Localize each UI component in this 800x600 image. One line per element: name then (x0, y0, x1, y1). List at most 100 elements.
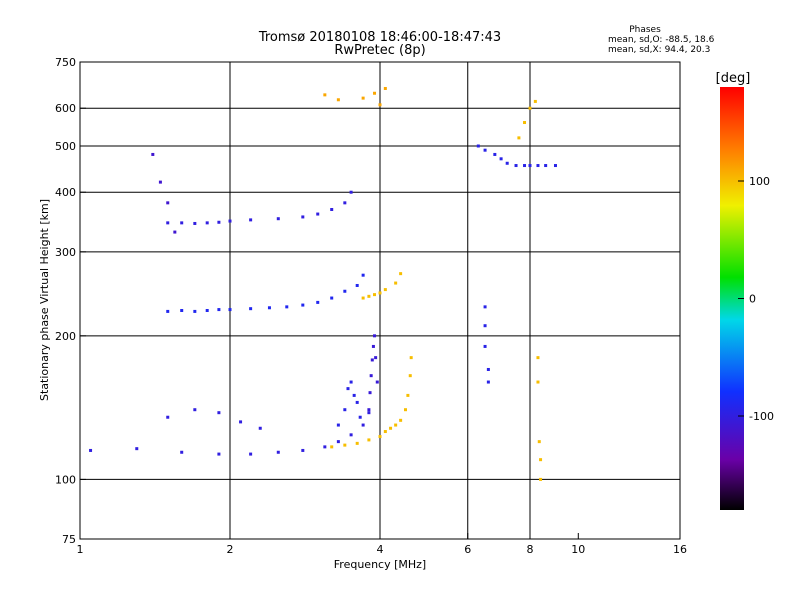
data-point (180, 221, 184, 225)
data-point (166, 221, 170, 225)
data-point (267, 306, 271, 310)
data-point (343, 408, 347, 412)
y-tick-label: 100 (55, 473, 76, 486)
data-point (349, 433, 353, 437)
data-point (276, 217, 280, 221)
data-point (378, 103, 382, 107)
x-tick-label: 6 (464, 543, 471, 556)
data-point (517, 136, 521, 140)
x-tick-label: 10 (571, 543, 585, 556)
axis-ticks: 1 2 4 6 8 10 16 75 100 200 300 400 500 600 750 (55, 56, 687, 556)
y-tick-label: 200 (55, 330, 76, 343)
data-point (389, 426, 393, 430)
data-point (369, 374, 373, 378)
data-point (375, 380, 379, 384)
data-point (285, 305, 289, 309)
data-point (371, 344, 375, 348)
data-point (166, 309, 170, 313)
data-point (217, 308, 221, 312)
data-point (352, 393, 356, 397)
data-point (361, 273, 365, 277)
stats-heading: Phases (629, 25, 661, 35)
data-point (349, 380, 353, 384)
data-point (336, 98, 340, 102)
data-point (528, 164, 532, 168)
data-point (217, 411, 221, 415)
data-point (383, 430, 387, 434)
data-point (499, 157, 503, 161)
x-tick-label: 4 (377, 543, 384, 556)
data-point (361, 296, 365, 300)
data-point (343, 289, 347, 293)
data-point (258, 426, 262, 430)
grid-lines (80, 62, 680, 539)
data-point (406, 393, 410, 397)
data-point (180, 450, 184, 454)
data-point (483, 305, 487, 309)
data-point (349, 190, 353, 194)
data-point (394, 423, 398, 427)
stats-line-o: mean, sd,O: -88.5, 18.6 (608, 35, 715, 45)
data-point (217, 220, 221, 224)
data-point (217, 452, 221, 456)
data-point (368, 391, 372, 395)
y-axis-label: Stationary phase Virtual Height [km] (38, 199, 51, 401)
y-tick-label: 300 (55, 246, 76, 259)
data-point (239, 420, 243, 424)
data-point (483, 324, 487, 328)
data-point (367, 294, 371, 298)
data-point (249, 307, 253, 311)
data-point (493, 152, 497, 156)
data-point (367, 408, 371, 412)
data-point (355, 400, 359, 404)
data-point (158, 180, 162, 184)
data-point (486, 367, 490, 371)
data-point (249, 218, 253, 222)
data-point (323, 445, 327, 449)
data-point (553, 164, 557, 168)
data-point (537, 440, 541, 444)
data-point (346, 387, 350, 391)
data-point (205, 221, 209, 225)
data-point (135, 447, 139, 451)
data-point (367, 411, 371, 415)
data-point (539, 477, 543, 481)
data-point (536, 356, 540, 360)
colorbar-ticks: 100 0 -100 (738, 175, 774, 423)
data-point (330, 445, 334, 449)
data-point (373, 334, 377, 338)
data-point (408, 374, 412, 378)
data-point (166, 201, 170, 205)
colorbar-label: [deg] (716, 71, 751, 86)
data-point (358, 415, 362, 419)
data-point (523, 121, 527, 125)
data-point (378, 291, 382, 295)
data-point (355, 283, 359, 287)
data-point (528, 106, 532, 110)
data-point (361, 423, 365, 427)
data-point (336, 440, 340, 444)
data-point (383, 288, 387, 292)
data-point (399, 272, 403, 276)
y-tick-label: 600 (55, 102, 76, 115)
colorbar-tick-label: 0 (749, 293, 756, 306)
data-point (533, 99, 537, 103)
x-axis-label: Frequency [MHz] (334, 558, 426, 571)
y-tick-label: 750 (55, 56, 76, 69)
data-point (301, 303, 305, 307)
data-point (486, 380, 490, 384)
data-point (409, 356, 413, 360)
data-point (514, 164, 518, 168)
data-point (228, 219, 232, 223)
data-point (544, 164, 548, 168)
data-point (355, 441, 359, 445)
data-point (276, 450, 280, 454)
y-tick-label: 400 (55, 186, 76, 199)
data-point (336, 423, 340, 427)
data-point (403, 408, 407, 412)
data-point (343, 443, 347, 447)
data-point (173, 230, 177, 234)
data-point (193, 221, 197, 225)
data-point (523, 164, 527, 168)
